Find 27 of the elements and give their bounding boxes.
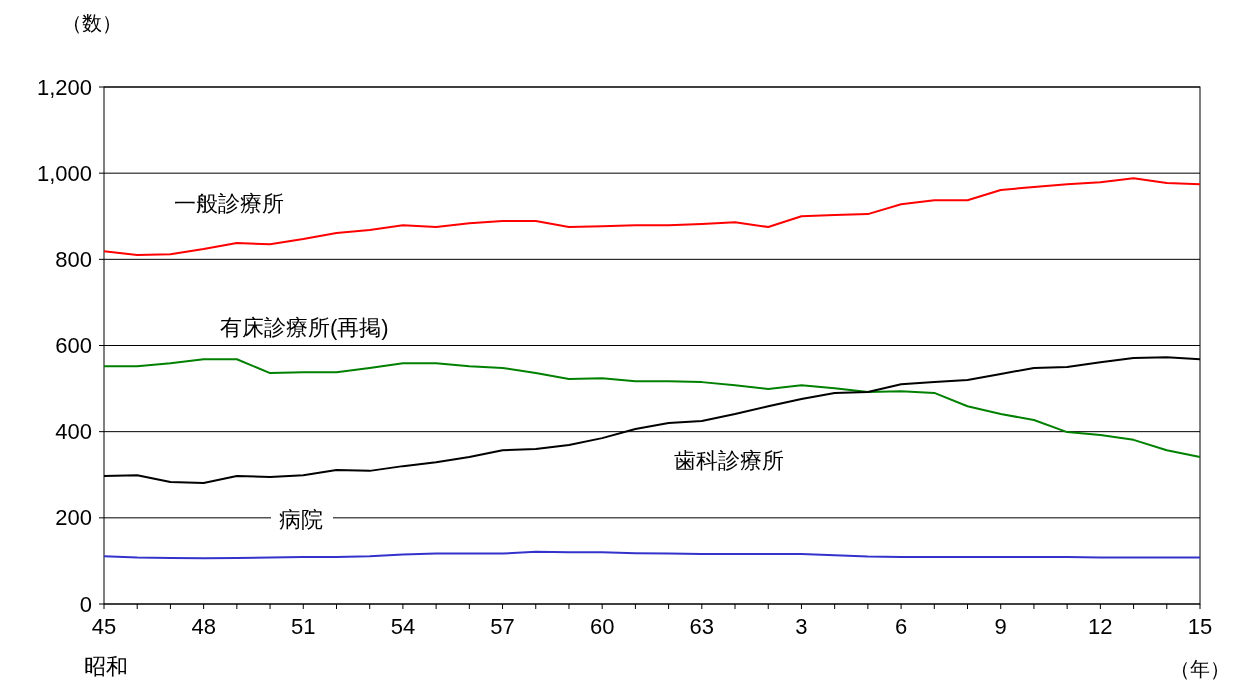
x-tick-label: 9	[994, 614, 1007, 639]
y-tick-label: 0	[79, 591, 92, 617]
x-tick-label: 51	[291, 614, 316, 639]
series-label: 一般診療所	[174, 190, 284, 216]
y-tick-label: 200	[55, 505, 92, 531]
x-tick-label: 15	[1187, 614, 1213, 639]
x-tick-label: 3	[795, 614, 808, 639]
y-tick-label: 800	[55, 246, 92, 272]
y-axis-title: （数）	[62, 12, 122, 34]
series-label: 歯科診療所	[674, 447, 784, 473]
series-label: 病院	[279, 506, 323, 532]
x-tick-label: 45	[91, 614, 117, 639]
y-tick-label: 1,200	[36, 74, 92, 100]
y-tick-label: 600	[55, 333, 92, 358]
text: 昭和	[84, 654, 128, 679]
x-axis-title: （年）	[1170, 658, 1230, 680]
x-tick-label: 12	[1088, 614, 1113, 639]
x-tick-label: 54	[390, 614, 416, 639]
x-tick-label: 57	[490, 614, 515, 639]
x-tick-label: 6	[894, 614, 908, 639]
x-tick-label: 60	[589, 614, 615, 639]
y-tick-label: 1,000	[36, 160, 92, 186]
line-series	[103, 550, 1201, 560]
x-tick-label: 63	[689, 614, 715, 639]
series-label: 有床診療所(再掲)	[220, 314, 389, 340]
x-tick-label: 48	[191, 614, 216, 639]
y-tick-label: 400	[55, 419, 92, 445]
